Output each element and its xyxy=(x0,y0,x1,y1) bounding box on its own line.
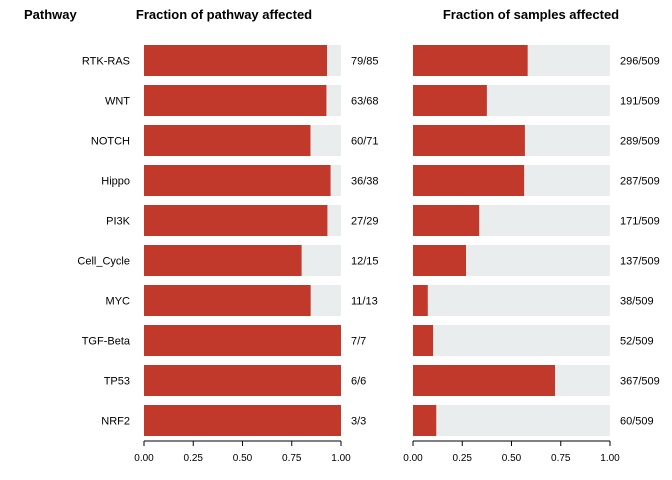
right-x-tick-label: 1.00 xyxy=(600,453,620,464)
right-bar-track xyxy=(413,285,610,316)
left-bar xyxy=(144,125,311,156)
left-bar-label: 27/29 xyxy=(351,216,379,228)
left-bar xyxy=(144,165,331,196)
left-bar xyxy=(144,285,311,316)
left-bar xyxy=(144,45,328,76)
pathway-header: Pathway xyxy=(24,7,78,22)
right-bar xyxy=(413,205,480,236)
category-label: PI3K xyxy=(106,216,131,228)
right-bar-label: 52/509 xyxy=(620,336,654,348)
category-label: WNT xyxy=(105,96,130,108)
left-x-tick-label: 0.75 xyxy=(282,453,302,464)
right-bar xyxy=(413,125,525,156)
left-bar-label: 12/15 xyxy=(351,256,379,268)
left-bar xyxy=(144,205,328,236)
category-label: Cell_Cycle xyxy=(77,256,130,268)
right-x-tick-label: 0.00 xyxy=(403,453,423,464)
left-bar-label: 6/6 xyxy=(351,376,366,388)
left-panel: 79/85 63/68 60/71 36/38 27/29 12/15 11/13 7/7 6/… xyxy=(134,45,379,464)
right-bar-track xyxy=(413,405,610,436)
category-label: MYC xyxy=(106,296,131,308)
category-label: Hippo xyxy=(101,176,130,188)
right-bar-label: 171/509 xyxy=(620,216,660,228)
category-label: TGF-Beta xyxy=(82,336,131,348)
left-x-tick-label: 1.00 xyxy=(331,453,351,464)
left-bar-label: 79/85 xyxy=(351,56,379,68)
left-bar-label: 11/13 xyxy=(351,296,378,308)
left-bar-label: 60/71 xyxy=(351,136,379,148)
right-bar-label: 137/509 xyxy=(620,256,660,268)
right-bar xyxy=(413,85,487,116)
left-bar xyxy=(144,405,341,436)
right-bar-label: 296/509 xyxy=(620,56,660,68)
left-panel-title: Fraction of pathway affected xyxy=(136,7,312,22)
category-label: NRF2 xyxy=(101,416,130,428)
right-panel: 296/509 191/509 289/509 287/509 171/509 137/5… xyxy=(403,45,660,464)
right-bar-label: 60/509 xyxy=(620,416,654,428)
left-bar xyxy=(144,245,302,276)
left-x-tick-label: 0.00 xyxy=(134,453,154,464)
left-bar-label: 36/38 xyxy=(351,176,379,188)
category-label: NOTCH xyxy=(91,136,130,148)
right-bar xyxy=(413,245,466,276)
right-bar xyxy=(413,285,428,316)
right-bar-label: 38/509 xyxy=(620,296,654,308)
right-bar-label: 367/509 xyxy=(620,376,660,388)
right-x-tick-label: 0.75 xyxy=(551,453,571,464)
left-bar-label: 63/68 xyxy=(351,96,379,108)
category-label: TP53 xyxy=(104,376,130,388)
right-bar xyxy=(413,45,528,76)
left-bar-label: 3/3 xyxy=(351,416,366,428)
right-bar-label: 191/509 xyxy=(620,96,660,108)
right-bar xyxy=(413,325,434,356)
right-x-tick-label: 0.25 xyxy=(453,453,473,464)
right-bar-track xyxy=(413,325,610,356)
right-bar xyxy=(413,365,556,396)
left-x-tick-label: 0.50 xyxy=(233,453,253,464)
right-bar xyxy=(413,405,437,436)
right-panel-title: Fraction of samples affected xyxy=(443,7,619,22)
left-bar xyxy=(144,85,327,116)
left-bar-label: 7/7 xyxy=(351,336,366,348)
right-bar-label: 287/509 xyxy=(620,176,660,188)
left-bar xyxy=(144,325,341,356)
right-bar xyxy=(413,165,525,196)
left-x-tick-label: 0.25 xyxy=(184,453,204,464)
right-x-tick-label: 0.50 xyxy=(502,453,522,464)
right-bar-label: 289/509 xyxy=(620,136,660,148)
category-label: RTK-RAS xyxy=(82,56,130,68)
category-labels: RTK-RAS WNT NOTCH Hippo PI3K Cell_Cycle MYC TGF… xyxy=(77,56,130,428)
left-bar xyxy=(144,365,341,396)
